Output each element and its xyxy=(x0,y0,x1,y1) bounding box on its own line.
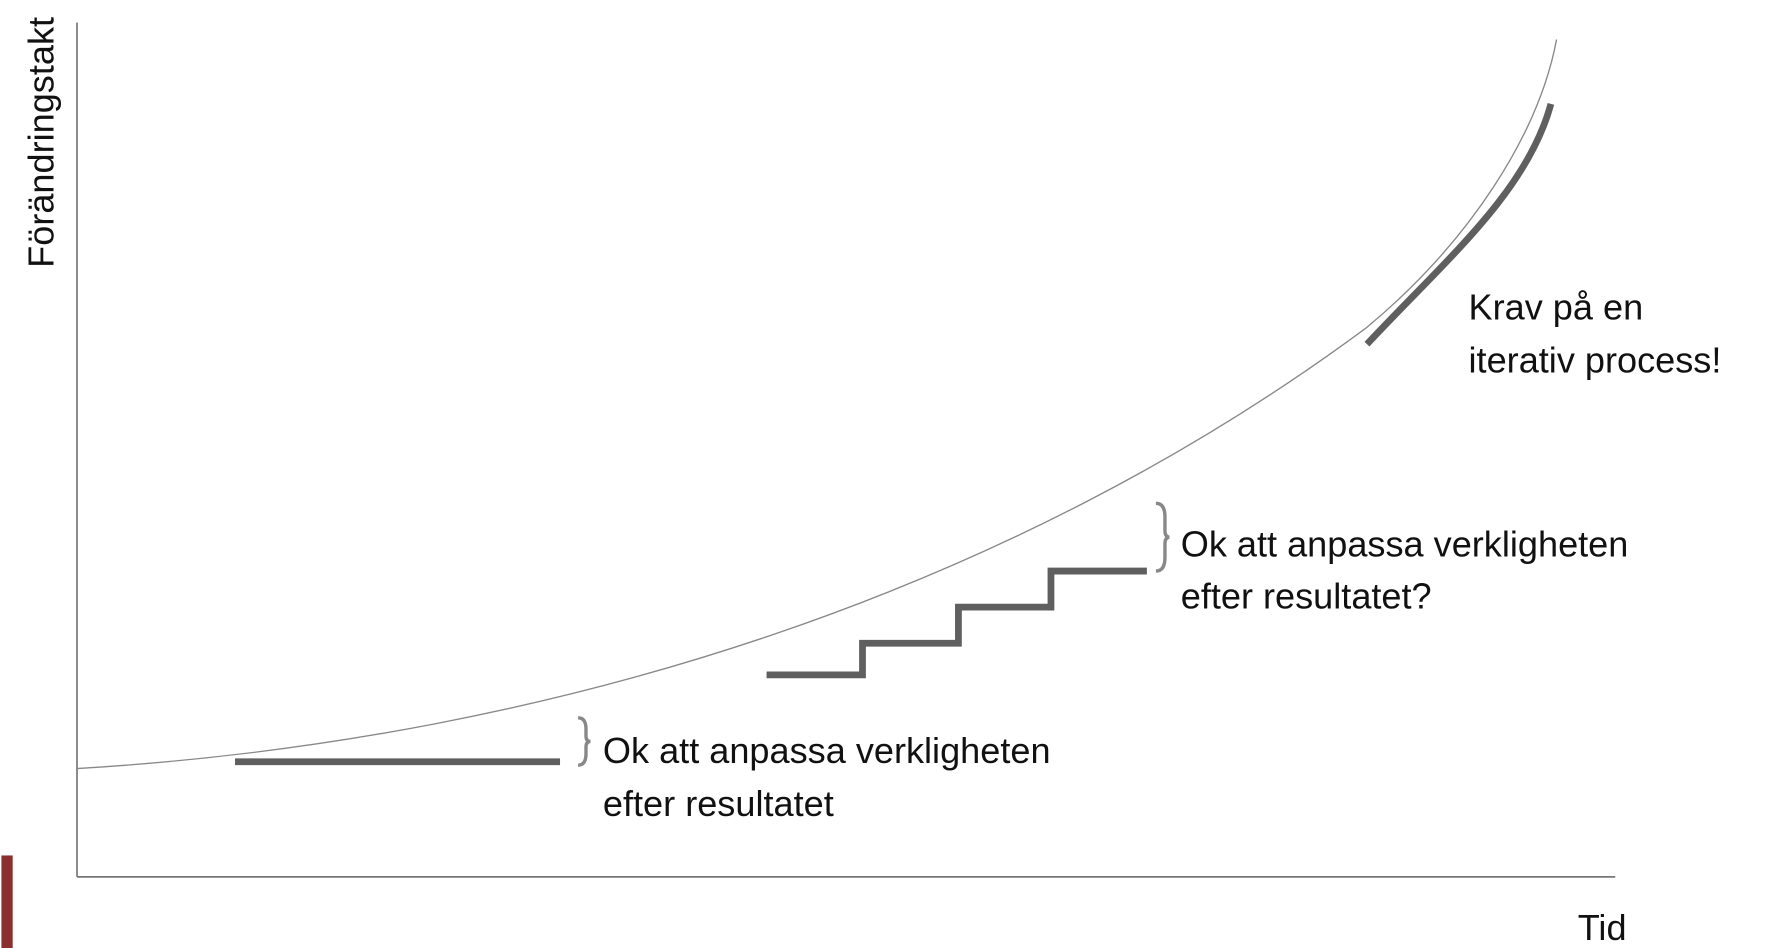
change-curve xyxy=(76,39,1558,770)
annotation-line: Ok att anpassa verkligheten xyxy=(1181,523,1629,564)
y-axis-label: Förändringstakt xyxy=(20,17,61,268)
stair-steps xyxy=(766,567,1147,679)
annotation-line: efter resultatet xyxy=(603,783,834,824)
annotation-line: iterativ process! xyxy=(1469,339,1722,380)
annotation-line: efter resultatet? xyxy=(1181,575,1432,616)
iterative-curve xyxy=(1364,102,1555,347)
annotation-line: Krav på en xyxy=(1469,286,1644,327)
x-axis-label: Tid xyxy=(1578,907,1627,948)
side-accent xyxy=(1,855,13,948)
annotation-line: Ok att anpassa verkligheten xyxy=(603,730,1051,771)
brace xyxy=(1155,501,1170,573)
brace xyxy=(577,716,591,767)
